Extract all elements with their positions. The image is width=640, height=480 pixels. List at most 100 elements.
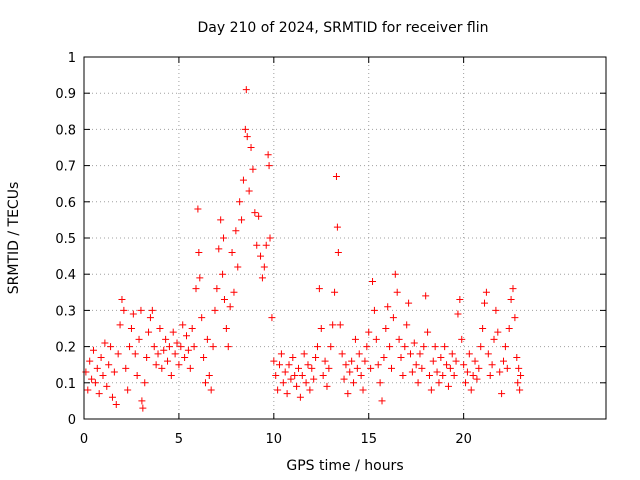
data-point [359, 386, 367, 394]
x-axis-label: GPS time / hours [286, 458, 403, 474]
data-point [458, 335, 466, 343]
data-point [437, 353, 445, 361]
data-point [340, 375, 348, 383]
data-point [418, 364, 426, 372]
data-point [133, 372, 141, 380]
data-point [498, 390, 506, 398]
data-point [247, 144, 255, 151]
data-point [120, 306, 128, 314]
data-point [148, 306, 156, 314]
data-point [425, 372, 433, 380]
grid-layer [84, 57, 606, 419]
data-point [386, 343, 394, 351]
data-point [446, 364, 454, 372]
y-tick-label: 1 [68, 51, 76, 66]
data-point [270, 357, 278, 365]
data-point [443, 361, 451, 369]
data-point [331, 288, 339, 296]
data-point [276, 361, 284, 369]
data-point [215, 245, 223, 253]
data-point [469, 372, 477, 380]
data-point [369, 277, 377, 285]
data-point [137, 306, 145, 314]
data-point [429, 357, 437, 365]
x-tick-label: 10 [266, 432, 283, 447]
data-point [173, 339, 181, 347]
data-point [242, 86, 250, 94]
data-point [264, 151, 272, 159]
data-point [454, 310, 462, 318]
data-point [306, 386, 314, 394]
data-point [201, 379, 209, 387]
data-point [490, 335, 498, 343]
data-point [226, 303, 234, 311]
data-point [152, 361, 160, 369]
y-tick-label: 0.6 [55, 196, 76, 211]
data-point [317, 325, 325, 332]
data-point [416, 350, 424, 358]
data-point [262, 241, 270, 249]
data-point [257, 252, 265, 260]
data-point [154, 350, 162, 358]
data-point [382, 325, 390, 332]
data-point [302, 379, 310, 387]
data-point [405, 299, 413, 307]
data-point [448, 350, 456, 358]
data-point [266, 234, 274, 242]
data-point [441, 343, 449, 351]
data-point [213, 285, 221, 293]
data-point [118, 296, 126, 304]
data-point [427, 386, 435, 394]
data-point [494, 328, 502, 336]
data-point [308, 364, 316, 372]
data-point [395, 335, 403, 343]
data-point [399, 372, 407, 380]
data-point [334, 248, 342, 256]
data-point [433, 368, 441, 376]
data-point [165, 343, 173, 351]
data-point [488, 361, 496, 369]
data-point [196, 274, 204, 282]
data-point [410, 339, 418, 347]
data-point [353, 364, 361, 372]
data-point [403, 321, 411, 329]
data-point [435, 379, 443, 387]
data-point [513, 353, 521, 361]
data-point [393, 288, 401, 296]
plot-frame [83, 56, 607, 420]
data-point [467, 386, 475, 394]
data-point [84, 386, 92, 394]
data-point [103, 382, 111, 390]
data-point [471, 357, 479, 365]
data-point [158, 364, 166, 372]
data-point [486, 372, 494, 380]
data-point [439, 372, 447, 380]
data-point [363, 343, 371, 351]
data-point [265, 162, 273, 170]
data-point [350, 379, 358, 387]
data-point [188, 325, 196, 332]
data-point [313, 343, 321, 351]
data-point [143, 353, 151, 361]
y-tick-label: 0.2 [55, 341, 76, 356]
data-point [514, 379, 522, 387]
data-point [207, 386, 215, 394]
data-point [236, 198, 244, 206]
data-point [285, 361, 293, 369]
data-point [126, 343, 134, 351]
data-point [220, 234, 228, 242]
data-point [312, 353, 320, 361]
data-point [205, 372, 213, 380]
data-point [397, 353, 405, 361]
data-point [361, 357, 369, 365]
data-point [351, 335, 359, 343]
data-point [374, 361, 382, 369]
data-point [112, 401, 120, 409]
data-point [279, 379, 287, 387]
data-point [424, 328, 432, 336]
data-point [251, 209, 259, 217]
data-point [294, 364, 302, 372]
data-point [406, 350, 414, 358]
data-point [333, 223, 341, 231]
y-axis-label: SRMTID / TECUs [6, 182, 22, 295]
